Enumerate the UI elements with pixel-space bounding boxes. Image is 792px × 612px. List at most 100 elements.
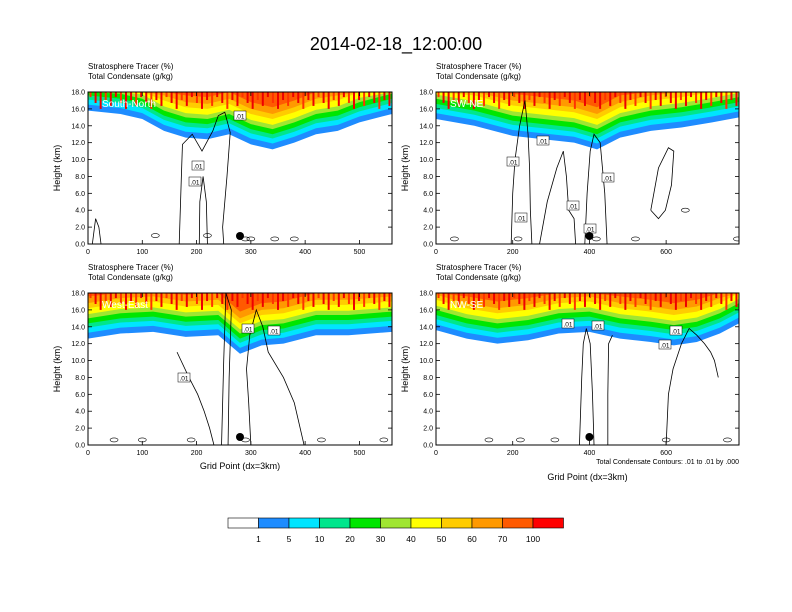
x-tick-label: 100 <box>136 450 148 457</box>
contour-label: .01 <box>267 325 281 336</box>
x-tick-label: 200 <box>191 450 203 457</box>
condensate-contour-blob <box>631 236 640 242</box>
y-tick-label: 12.0 <box>419 341 433 348</box>
y-tick-label: 16.0 <box>71 307 85 314</box>
x-tick-label: 600 <box>660 450 672 457</box>
svg-text:.01: .01 <box>269 329 278 336</box>
condensate-contour <box>650 147 675 220</box>
svg-text:.01: .01 <box>243 327 252 334</box>
condensate-contour-blob <box>513 236 523 242</box>
condensate-contour-blob <box>109 437 119 443</box>
condensate-contour-blob <box>592 236 601 242</box>
condensate-contour-blob <box>203 233 212 238</box>
y-tick-label: 2.0 <box>423 225 433 232</box>
svg-text:.01: .01 <box>568 204 577 211</box>
tracer-band-70 <box>436 293 739 304</box>
figure-title: 2014-02-18_12:00:00 <box>310 34 482 55</box>
y-tick-label: 18.0 <box>71 291 85 298</box>
y-tick-label: 2.0 <box>75 426 85 433</box>
colorbar-swatch <box>532 517 564 529</box>
x-tick-label: 500 <box>354 249 366 256</box>
y-tick-label: 6.0 <box>75 191 85 198</box>
y-tick-label: 4.0 <box>75 409 85 416</box>
contour-label: .01 <box>591 320 605 331</box>
condensate-contour-blob <box>186 437 196 443</box>
contour-label: .01 <box>514 212 528 223</box>
contour-label: .01 <box>191 160 205 171</box>
y-tick-label: 18.0 <box>419 90 433 97</box>
y-tick-label: 4.0 <box>423 409 433 416</box>
svg-text:.01: .01 <box>508 160 517 167</box>
y-tick-label: 10.0 <box>419 157 433 164</box>
colorbar-swatch <box>288 517 320 529</box>
condensate-contour-blob <box>379 437 389 443</box>
y-tick-label: 14.0 <box>419 123 433 130</box>
panel-region-label: South-North <box>102 99 156 110</box>
y-axis-label: Height (km) <box>400 346 410 393</box>
colorbar-label: 1 <box>256 534 261 544</box>
svg-text:.01: .01 <box>179 376 188 383</box>
condensate-contour <box>178 111 231 244</box>
condensate-contour-blob <box>317 437 326 443</box>
panel-region-label: NW-SE <box>450 300 483 311</box>
y-tick-label: 10.0 <box>71 157 85 164</box>
x-tick-label: 500 <box>354 450 366 457</box>
colorbar-swatch <box>258 517 290 529</box>
contour-footnote: Total Condensate Contours: .01 to .01 by… <box>596 459 739 466</box>
colorbar-label: 20 <box>345 534 355 544</box>
contour-label: .01 <box>233 110 247 121</box>
x-tick-label: 400 <box>584 249 596 256</box>
condensate-contour <box>510 100 533 244</box>
panel-field: .01 .01 .01 <box>88 92 392 244</box>
panel-3: .01 .01 .01 0.0 2.0 4.0 6.0 8.0 10.0 12.0 14.0 16.0… <box>52 263 393 471</box>
colorbar-swatch <box>410 517 442 529</box>
colorbar: 1 5 10 20 30 40 50 60 70 100 <box>227 517 564 544</box>
x-tick-label: 200 <box>191 249 203 256</box>
y-tick-label: 8.0 <box>75 375 85 382</box>
condensate-contour-blob <box>550 437 560 443</box>
y-tick-label: 8.0 <box>423 174 433 181</box>
condensate-contour-blob <box>681 207 690 213</box>
location-marker <box>585 433 594 441</box>
location-marker <box>236 232 244 240</box>
contour-label: .01 <box>561 318 575 329</box>
panel-region-label: West-East <box>102 300 148 311</box>
tracer-band-60 <box>88 92 392 114</box>
y-tick-label: 18.0 <box>419 291 433 298</box>
panel-field: .01 .01 .01 <box>88 293 392 445</box>
contour-label: .01 <box>188 176 202 187</box>
colorbar-swatch <box>227 517 259 529</box>
plot-frame <box>87 292 393 446</box>
condensate-contour <box>607 335 613 445</box>
colorbar-swatch <box>471 517 503 529</box>
svg-text:.01: .01 <box>593 324 602 331</box>
svg-text:.01: .01 <box>660 343 669 350</box>
x-tick-label: 0 <box>434 249 438 256</box>
colorbar-label: 60 <box>467 534 477 544</box>
svg-text:.01: .01 <box>538 139 547 146</box>
contour-label: .01 <box>177 372 191 383</box>
colorbar-label: 50 <box>437 534 447 544</box>
condensate-contour <box>665 327 719 445</box>
y-tick-label: 6.0 <box>75 392 85 399</box>
y-tick-label: 8.0 <box>75 174 85 181</box>
colorbar-label: 70 <box>498 534 508 544</box>
condensate-contour <box>246 308 305 445</box>
panel-title-line: Stratosphere Tracer (%) <box>88 263 174 272</box>
condensate-contour <box>91 218 102 244</box>
plot-frame <box>87 91 393 245</box>
condensate-contour <box>198 176 208 244</box>
panel-field: .01.01.01.01 <box>436 293 739 445</box>
y-tick-label: 4.0 <box>75 208 85 215</box>
y-tick-label: 0.0 <box>75 242 85 249</box>
contour-label: .01 <box>566 200 580 211</box>
contour-label: .01 <box>601 172 615 183</box>
contour-label: .01 <box>241 323 255 334</box>
y-tick-label: 4.0 <box>423 208 433 215</box>
panel-1: .01 .01 .01 0.0 2.0 4.0 6.0 8.0 10.0 12.0 14.0 16.0… <box>52 62 393 256</box>
x-tick-label: 200 <box>507 450 519 457</box>
svg-text:.01: .01 <box>585 227 594 234</box>
panel-title-line: Total Condensate (g/kg) <box>436 72 521 81</box>
y-tick-label: 0.0 <box>423 242 433 249</box>
y-tick-label: 8.0 <box>423 375 433 382</box>
